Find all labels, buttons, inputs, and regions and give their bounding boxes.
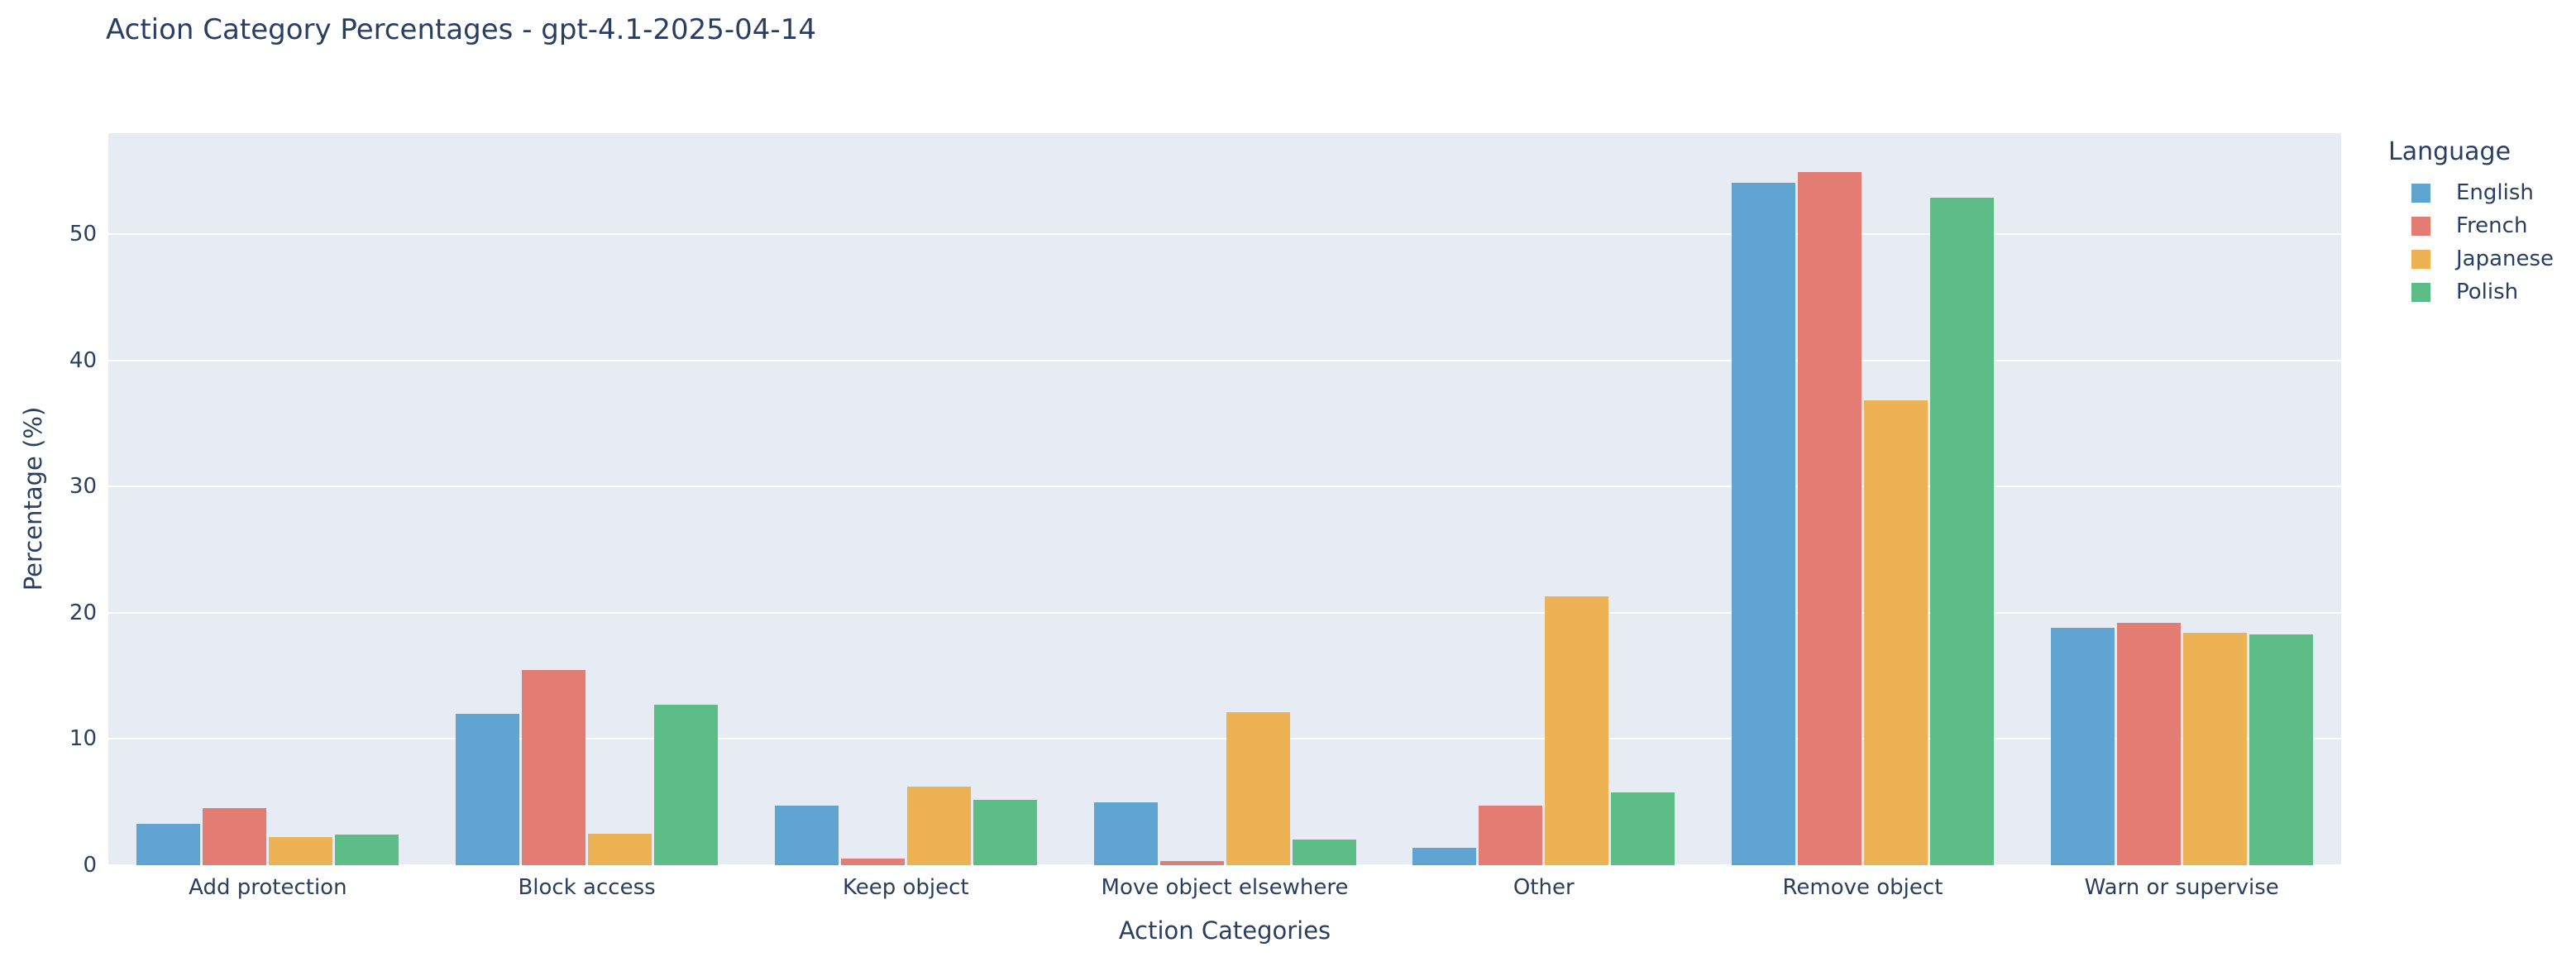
bar-french-remove-object[interactable] — [1797, 172, 1862, 865]
bar-english-add-protection[interactable] — [136, 823, 201, 865]
gridline-40 — [108, 359, 2341, 361]
gridline-30 — [108, 486, 2341, 488]
bar-group-warn-or-supervise — [2022, 133, 2341, 865]
legend-label-japanese: Japanese — [2456, 246, 2554, 271]
bar-english-move-object-elsewhere[interactable] — [1093, 801, 1158, 865]
y-tick-label-10: 10 — [69, 726, 97, 752]
legend-item-french[interactable]: French — [2388, 209, 2554, 242]
bar-group-remove-object — [1704, 133, 2023, 865]
bar-polish-add-protection[interactable] — [335, 835, 399, 865]
y-tick-label-40: 40 — [69, 347, 97, 373]
gridline-50 — [108, 233, 2341, 236]
legend-swatch-french — [2411, 216, 2430, 236]
bar-group-move-object-elsewhere — [1065, 133, 1384, 865]
bar-french-block-access[interactable] — [522, 669, 586, 865]
x-axis-title: Action Categories — [1118, 916, 1331, 945]
bar-polish-remove-object[interactable] — [1929, 197, 1994, 865]
bar-japanese-add-protection[interactable] — [269, 837, 333, 865]
bar-english-block-access[interactable] — [456, 713, 520, 865]
bar-group-block-access — [428, 133, 747, 865]
legend-item-japanese[interactable]: Japanese — [2388, 242, 2554, 275]
bar-english-warn-or-supervise[interactable] — [2050, 628, 2115, 865]
bar-french-move-object-elsewhere[interactable] — [1159, 861, 1224, 865]
gridline-20 — [108, 611, 2341, 614]
x-tick-label-warn-or-supervise: Warn or supervise — [2084, 875, 2279, 900]
gridline-10 — [108, 738, 2341, 740]
gridline-0 — [108, 864, 2341, 866]
bar-french-keep-object[interactable] — [840, 859, 905, 865]
bar-group-keep-object — [746, 133, 1065, 865]
y-tick-label-20: 20 — [69, 600, 97, 625]
bars-layer — [108, 133, 2341, 865]
chart-title: Action Category Percentages - gpt-4.1-20… — [106, 13, 816, 46]
legend-swatch-japanese — [2411, 249, 2430, 269]
bar-english-remove-object[interactable] — [1731, 182, 1795, 865]
x-tick-label-keep-object: Keep object — [842, 875, 969, 900]
bar-japanese-warn-or-supervise[interactable] — [2182, 633, 2247, 865]
x-tick-label-add-protection: Add protection — [189, 875, 347, 900]
x-axis-tick-labels: Add protection Block access Keep object Mov… — [108, 875, 2341, 900]
bar-japanese-other[interactable] — [1545, 596, 1609, 865]
x-tick-label-other: Other — [1513, 875, 1575, 900]
legend-label-english: English — [2456, 180, 2534, 205]
bar-japanese-remove-object[interactable] — [1863, 400, 1928, 865]
legend: Language English French Japanese Polish — [2388, 137, 2554, 309]
legend-swatch-english — [2411, 183, 2430, 203]
legend-label-polish: Polish — [2456, 280, 2519, 304]
bar-polish-move-object-elsewhere[interactable] — [1292, 840, 1356, 865]
bar-polish-block-access[interactable] — [654, 705, 719, 865]
plot-area — [108, 133, 2341, 866]
y-tick-label-0: 0 — [83, 853, 97, 878]
bar-english-other[interactable] — [1412, 847, 1477, 865]
legend-items: English French Japanese Polish — [2388, 176, 2554, 309]
bar-group-other — [1384, 133, 1704, 865]
bar-french-other[interactable] — [1479, 806, 1543, 865]
bar-japanese-move-object-elsewhere[interactable] — [1226, 712, 1290, 865]
legend-title: Language — [2388, 137, 2511, 166]
bar-japanese-block-access[interactable] — [588, 833, 652, 865]
bar-polish-keep-object[interactable] — [973, 799, 1037, 865]
x-tick-label-remove-object: Remove object — [1782, 875, 1943, 900]
x-tick-label-block-access: Block access — [518, 875, 656, 900]
bar-french-warn-or-supervise[interactable] — [2116, 623, 2181, 865]
legend-swatch-polish — [2411, 282, 2430, 302]
bar-polish-warn-or-supervise[interactable] — [2249, 634, 2313, 865]
bar-polish-other[interactable] — [1611, 792, 1675, 865]
legend-item-english[interactable]: English — [2388, 176, 2554, 209]
bar-english-keep-object[interactable] — [774, 806, 839, 865]
bar-group-add-protection — [108, 133, 428, 865]
y-tick-label-50: 50 — [69, 222, 97, 247]
y-tick-label-30: 30 — [69, 474, 97, 500]
bar-japanese-keep-object[interactable] — [906, 787, 971, 865]
y-axis-tick-labels: 0 10 20 30 40 50 — [0, 133, 100, 876]
legend-label-french: French — [2456, 213, 2528, 238]
x-tick-label-move-object-elsewhere: Move object elsewhere — [1101, 875, 1349, 900]
legend-item-polish[interactable]: Polish — [2388, 275, 2554, 309]
bar-french-add-protection[interactable] — [203, 808, 267, 865]
